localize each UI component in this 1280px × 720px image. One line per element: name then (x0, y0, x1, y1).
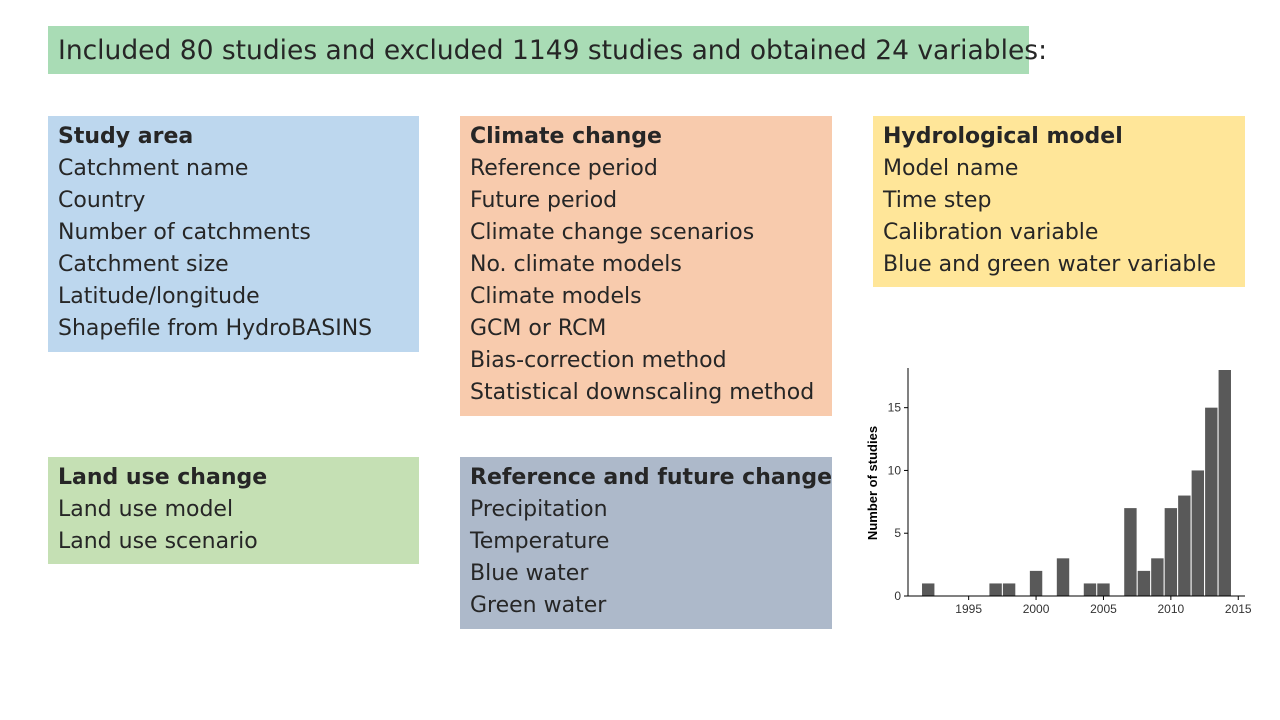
hydrological-model-title: Hydrological model (883, 124, 1123, 149)
reference-future-change-item: Precipitation (470, 497, 608, 522)
climate-change-item: Climate change scenarios (470, 220, 755, 245)
x-tick-label: 2015 (1225, 602, 1252, 616)
climate-change-item: Climate models (470, 284, 642, 309)
reference-future-change-box: Reference and future change Precipitatio… (460, 457, 832, 629)
hydrological-model-item: Model name (883, 156, 1019, 181)
y-tick-label: 10 (888, 463, 902, 477)
x-tick-label: 2005 (1090, 602, 1117, 616)
study-area-item: Latitude/longitude (58, 284, 260, 309)
y-tick-label: 0 (894, 589, 901, 603)
study-area-item: Shapefile from HydroBASINS (58, 316, 373, 341)
climate-change-item: Statistical downscaling method (470, 380, 815, 405)
chart-bar (1029, 570, 1043, 596)
chart-bar (989, 583, 1002, 596)
reference-future-change-item: Temperature (470, 529, 610, 554)
summary-banner-text: Included 80 studies and excluded 1149 st… (58, 34, 1048, 66)
x-tick-label: 2000 (1023, 602, 1050, 616)
summary-banner: Included 80 studies and excluded 1149 st… (48, 26, 1047, 74)
chart-bar (1205, 407, 1218, 596)
study-area-item: Catchment name (58, 156, 249, 181)
chart-bar (1151, 558, 1164, 596)
chart-bar (1137, 570, 1151, 596)
climate-change-item: Bias-correction method (470, 348, 727, 373)
hydrological-model-item: Calibration variable (883, 220, 1099, 245)
hydrological-model-item: Blue and green water variable (883, 252, 1217, 277)
chart-bar (922, 583, 935, 596)
study-area-box: Study area Catchment name Country Number… (48, 116, 419, 352)
y-tick-label: 5 (894, 526, 901, 540)
study-area-item: Number of catchments (58, 220, 311, 245)
x-tick-label: 1995 (955, 602, 982, 616)
chart-bar (1097, 583, 1110, 596)
reference-future-change-title: Reference and future change (470, 465, 832, 490)
studies-per-year-chart: 0 5 10 15 1995 2000 2005 2010 2015 Number of stud… (865, 368, 1252, 616)
study-area-item: Country (58, 188, 146, 213)
reference-future-change-item: Green water (470, 593, 607, 618)
chart-bar (1178, 495, 1191, 596)
land-use-change-item: Land use scenario (58, 529, 258, 554)
climate-change-item: No. climate models (470, 252, 682, 277)
climate-change-item: GCM or RCM (470, 316, 607, 341)
hydrological-model-item: Time step (883, 188, 992, 213)
study-area-item: Catchment size (58, 252, 229, 277)
chart-bar (1164, 508, 1178, 596)
climate-change-item: Future period (470, 188, 618, 213)
land-use-change-title: Land use change (58, 465, 268, 490)
y-axis-label: Number of studies (865, 426, 880, 540)
reference-future-change-item: Blue water (470, 561, 589, 586)
y-tick-label: 15 (888, 401, 902, 415)
chart-bar (1124, 508, 1137, 596)
climate-change-title: Climate change (470, 124, 662, 149)
chart-bar (1191, 470, 1205, 596)
climate-change-item: Reference period (470, 156, 658, 181)
x-tick-label: 2010 (1158, 602, 1185, 616)
climate-change-box: Climate change Reference period Future p… (460, 116, 832, 416)
chart-bar (1056, 558, 1070, 596)
chart-bar (1002, 583, 1016, 596)
chart-bar (1218, 370, 1231, 596)
chart-bar (1083, 583, 1097, 596)
hydrological-model-box: Hydrological model Model name Time step … (873, 116, 1245, 287)
study-area-title: Study area (58, 124, 194, 149)
land-use-change-box: Land use change Land use model Land use … (48, 457, 419, 564)
land-use-change-item: Land use model (58, 497, 234, 522)
